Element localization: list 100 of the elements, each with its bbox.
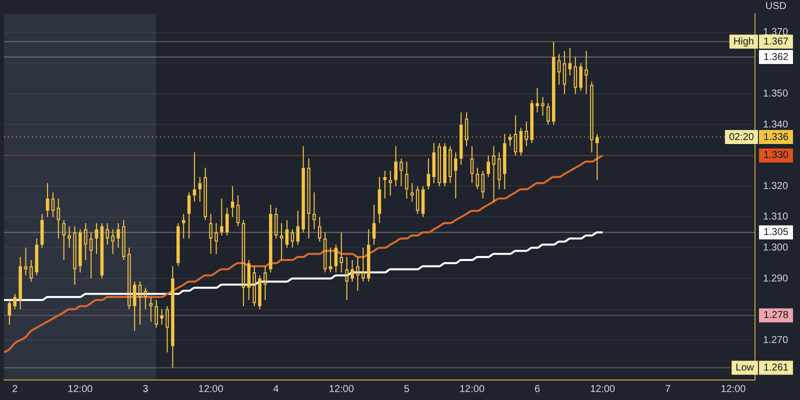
candlestick: [405, 161, 408, 200]
candlestick: [84, 222, 88, 261]
candlestick: [574, 56, 578, 94]
x-tick-label: 7: [665, 384, 672, 395]
x-tick-label: 12:00: [459, 384, 485, 395]
candlestick: [562, 50, 566, 94]
candlestick: [568, 47, 572, 76]
candlestick: [323, 232, 327, 273]
candlestick: [106, 222, 110, 246]
candlestick: [318, 216, 322, 242]
candlestick: [122, 220, 126, 261]
candlestick: [138, 281, 142, 326]
candlestick: [35, 238, 38, 276]
x-tick-label: 5: [404, 384, 410, 395]
candlestick: [312, 192, 316, 230]
candlestick: [176, 222, 180, 267]
candlestick: [498, 152, 501, 190]
ref-line-label: 1.336: [763, 132, 789, 143]
candlestick: [296, 210, 300, 246]
candlestick: [204, 167, 207, 221]
candlestick: [182, 213, 186, 240]
candlestick: [252, 266, 256, 307]
candlestick: [24, 247, 28, 276]
candlestick: [56, 198, 60, 240]
ref-line-label: 1.305: [763, 227, 789, 238]
x-tick-label: 12:00: [68, 384, 94, 395]
y-tick-label: 1.300: [762, 242, 788, 254]
y-tick-label: 1.320: [762, 180, 788, 192]
candlestick: [546, 102, 550, 126]
candlestick: [8, 300, 12, 326]
candlestick: [328, 247, 332, 273]
candlestick: [154, 300, 158, 328]
candlestick: [73, 226, 76, 286]
x-tick-label: 12:00: [590, 384, 616, 395]
candlestick: [187, 192, 191, 240]
candlestick: [51, 192, 55, 218]
candlestick: [454, 152, 458, 200]
ref-line-label: 1.278: [763, 310, 789, 322]
candlestick: [372, 204, 376, 246]
x-tick-label: 2: [12, 384, 18, 395]
x-tick-label: 12:00: [328, 384, 354, 395]
candlestick: [334, 244, 338, 273]
candlestick: [388, 170, 392, 196]
ref-line-label: 1.330: [763, 150, 789, 162]
candlestick: [486, 154, 490, 178]
x-tick-label: 12:00: [198, 384, 224, 395]
candlestick: [557, 53, 561, 86]
candlestick: [160, 308, 164, 326]
candlestick: [285, 220, 289, 248]
candlestick: [280, 222, 284, 261]
candlestick: [492, 146, 496, 202]
candlestick: [579, 62, 582, 92]
candlestick: [220, 198, 224, 236]
candlestick: [421, 186, 425, 218]
candlestick: [541, 96, 544, 116]
candlestick: [470, 146, 474, 184]
candlestick: [236, 194, 240, 227]
y-tick-label: 1.310: [762, 212, 788, 223]
candlestick: [307, 158, 310, 240]
x-tick-label: 4: [273, 384, 280, 395]
candlestick: [410, 182, 414, 202]
y-tick-label: 1.270: [762, 334, 788, 346]
candlestick: [144, 287, 148, 310]
x-tick-label: 12:00: [720, 384, 746, 395]
candlestick: [89, 232, 93, 280]
candlestick: [18, 256, 22, 310]
candlestick: [149, 296, 153, 322]
candlestick: [46, 182, 50, 218]
candlestick: [481, 170, 485, 200]
candlestick: [400, 158, 403, 187]
candlestick: [432, 142, 436, 184]
candlestick: [209, 213, 212, 254]
candlestick: [116, 222, 120, 248]
annotation: High: [733, 36, 754, 48]
candlestick: [340, 232, 344, 273]
candlestick: [416, 186, 420, 214]
candlestick: [247, 260, 251, 301]
candlestick: [214, 222, 218, 254]
candlestick: [356, 256, 360, 292]
candlestick: [132, 281, 136, 332]
candlestick: [552, 41, 556, 126]
candlestick: [166, 306, 169, 353]
candlestick: [171, 266, 174, 368]
candlestick: [30, 260, 33, 282]
candlestick: [128, 247, 131, 310]
x-tick-label: 3: [142, 384, 149, 395]
candlestick: [443, 142, 446, 187]
y-axis-title: USD: [765, 0, 787, 12]
candlestick: [290, 228, 294, 248]
candlestick: [242, 220, 246, 307]
ref-line-label: 1.362: [763, 52, 789, 63]
candlestick: [40, 213, 44, 248]
y-tick-label: 1.290: [762, 273, 788, 284]
x-tick-label: 6: [534, 384, 541, 395]
candlestick: [62, 220, 66, 261]
annotation: Low: [736, 362, 755, 374]
y-tick-label: 1.340: [762, 119, 788, 130]
ref-line-label: 1.367: [763, 36, 789, 48]
candlestick: [274, 207, 278, 240]
candlestick: [302, 146, 305, 233]
